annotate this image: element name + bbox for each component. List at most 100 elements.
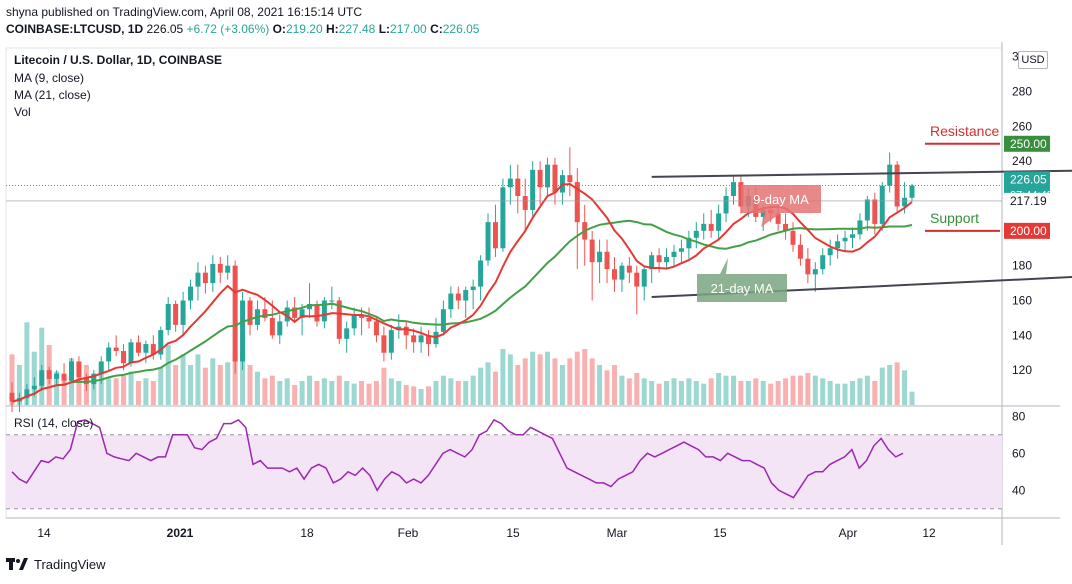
volume-bar xyxy=(98,371,104,405)
candle-body xyxy=(574,182,580,223)
volume-bar xyxy=(448,378,454,405)
volume-bar xyxy=(128,371,134,405)
candle-body xyxy=(812,269,818,275)
price-tick-label: 140 xyxy=(1012,328,1032,342)
candle-body xyxy=(314,303,320,322)
currency-button[interactable]: USD xyxy=(1018,51,1048,69)
volume-bar xyxy=(232,351,238,405)
candle-body xyxy=(76,361,82,378)
volume-bar xyxy=(225,362,231,405)
volume-bar xyxy=(894,362,900,405)
candle-body xyxy=(106,347,112,362)
time-tick-label: 12 xyxy=(922,526,936,540)
ma21-line xyxy=(11,219,913,403)
tradingview-logo-icon xyxy=(6,557,28,570)
candle-body xyxy=(307,303,313,310)
symbol-label: COINBASE:LTCUSD, 1D xyxy=(6,22,144,36)
volume-bar xyxy=(552,358,558,405)
volume-bar xyxy=(716,373,722,405)
candle-body xyxy=(872,199,878,224)
candle-body xyxy=(552,164,558,193)
volume-bar xyxy=(671,378,677,405)
candle-body xyxy=(98,361,104,374)
volume-bar xyxy=(723,375,729,405)
volume-bar xyxy=(559,365,565,405)
volume-bar xyxy=(455,381,461,405)
candle-body xyxy=(500,187,506,249)
volume-bar xyxy=(604,370,610,405)
volume-bar xyxy=(440,375,446,405)
time-tick-label: 2021 xyxy=(167,526,194,540)
volume-bar xyxy=(269,375,275,405)
footer-brand[interactable]: TradingView xyxy=(6,557,106,572)
candle-body xyxy=(336,300,342,339)
candle-body xyxy=(388,330,394,353)
candle-body xyxy=(150,344,156,355)
volume-bar xyxy=(76,367,82,405)
candle-body xyxy=(9,392,15,402)
candle-body xyxy=(61,373,67,381)
candle-body xyxy=(135,342,141,353)
candle-body xyxy=(470,286,476,291)
volume-bar xyxy=(760,381,766,405)
candle-body xyxy=(173,303,179,325)
candle-body xyxy=(634,272,640,287)
rsi-tick-label: 60 xyxy=(1012,446,1026,460)
volume-bar xyxy=(403,385,409,405)
volume-bar xyxy=(195,354,201,405)
candle-body xyxy=(440,309,446,332)
candle-body xyxy=(202,272,208,284)
volume-bar xyxy=(254,371,260,405)
rsi-legend: RSI (14, close) xyxy=(14,416,94,430)
volume-bar xyxy=(753,378,759,405)
candle-body xyxy=(31,385,37,390)
candle-body xyxy=(158,330,164,355)
candle-body xyxy=(262,309,268,318)
volume-bar xyxy=(61,378,67,405)
volume-bar xyxy=(783,378,789,405)
volume-bar xyxy=(797,375,803,405)
volume-bar xyxy=(373,381,379,405)
time-tick-label: 14 xyxy=(37,526,51,540)
candle-body xyxy=(515,178,521,197)
close-value: 226.05 xyxy=(442,22,480,36)
candle-body xyxy=(522,196,528,210)
price-tick-label: 260 xyxy=(1012,119,1032,133)
candle-body xyxy=(217,263,223,273)
time-tick-label: Apr xyxy=(839,526,858,540)
candle-body xyxy=(864,199,870,221)
candle-body xyxy=(760,209,766,217)
volume-bar xyxy=(693,381,699,405)
candle-body xyxy=(269,317,275,336)
volume-bar xyxy=(738,381,744,405)
volume-bar xyxy=(849,381,855,405)
price-label-text: 226.05 xyxy=(1010,172,1047,186)
candle-body xyxy=(143,344,149,353)
candle-body xyxy=(284,307,290,322)
volume-bar xyxy=(314,381,320,405)
volume-bar xyxy=(150,381,156,405)
volume-bar xyxy=(433,381,439,405)
volume-bar xyxy=(909,391,915,405)
volume-bar xyxy=(812,375,818,405)
open-label: O: xyxy=(272,22,286,36)
volume-bar xyxy=(492,371,498,405)
candle-body xyxy=(210,263,216,284)
candle-body xyxy=(463,290,469,301)
candle-body xyxy=(366,317,372,322)
volume-bar xyxy=(634,373,640,405)
candle-body xyxy=(455,293,461,301)
candle-body xyxy=(626,265,632,273)
volume-bar xyxy=(470,375,476,405)
volume-bar xyxy=(388,378,394,405)
volume-bar xyxy=(418,389,424,405)
candle-body xyxy=(827,248,833,256)
volume-bar xyxy=(611,365,617,405)
candle-body xyxy=(232,265,238,362)
candle-body xyxy=(701,223,707,231)
volume-bar xyxy=(16,365,22,405)
price-label-box xyxy=(1004,171,1050,188)
footer-brand-label: TradingView xyxy=(34,557,106,572)
time-tick-label: Mar xyxy=(607,526,628,540)
